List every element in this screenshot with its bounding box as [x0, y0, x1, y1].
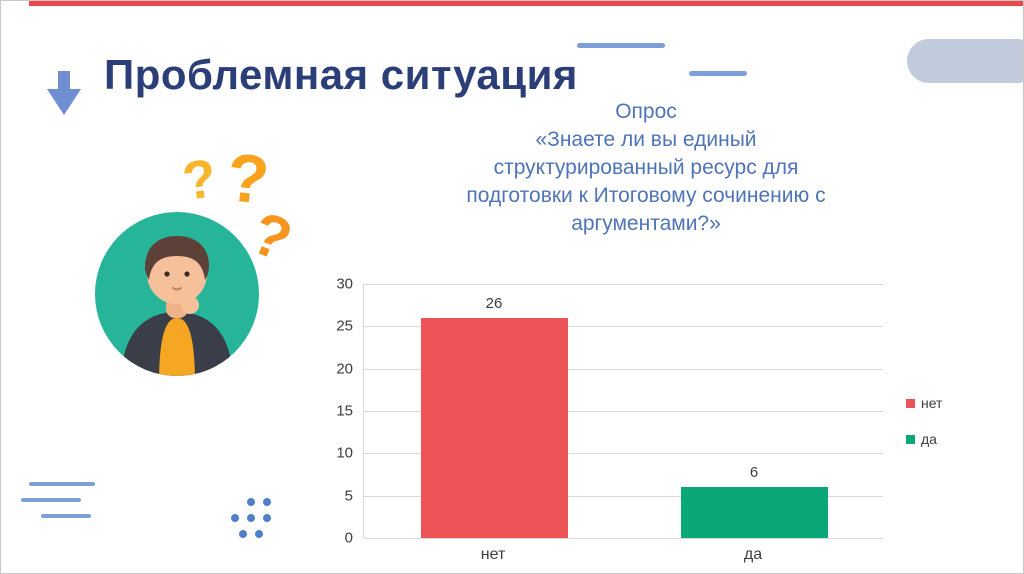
y-axis-tick-label: 5 — [344, 487, 353, 505]
legend-label: да — [921, 431, 937, 447]
chart-gridline — [364, 284, 883, 285]
title-decorative-line-short — [689, 71, 747, 76]
chart-gridline — [364, 538, 883, 539]
chart-gridline — [364, 326, 883, 328]
chart-gridline — [364, 368, 883, 370]
chart-gridline — [364, 495, 883, 497]
decorative-dots — [227, 495, 275, 541]
bottom-decorative-line — [41, 514, 91, 518]
title-decorative-line-long — [577, 43, 665, 48]
y-axis-tick-label: 25 — [336, 317, 353, 335]
bar-value-label: 26 — [485, 294, 503, 312]
page-title: Проблемная ситуация — [104, 51, 578, 98]
down-arrow-icon — [47, 71, 81, 115]
corner-pill-shape — [907, 39, 1023, 83]
legend-item: нет — [906, 395, 942, 411]
survey-heading: Опрос — [615, 100, 677, 123]
bar-value-label: 6 — [749, 464, 759, 482]
survey-question-line: структурированный ресурс для — [493, 156, 799, 179]
chart-y-axis: 0 5 10 15 20 25 30 — [315, 276, 353, 547]
legend-swatch — [906, 434, 915, 444]
thinking-person-illustration — [87, 204, 267, 384]
y-axis-tick-label: 10 — [336, 444, 353, 462]
x-axis-category-label: нет — [480, 546, 506, 563]
bottom-decorative-line — [29, 482, 95, 486]
bar-да — [680, 487, 828, 538]
bar-нет — [420, 317, 568, 538]
chart-legend: нет да — [906, 395, 942, 467]
chart-gridline — [364, 453, 883, 455]
question-mark-icon: ? — [178, 147, 221, 213]
y-axis-tick-label: 30 — [336, 275, 353, 293]
bottom-decorative-line — [21, 498, 81, 502]
survey-question-line: аргументами?» — [571, 212, 721, 235]
chart-gridline — [364, 411, 883, 412]
top-accent-strip — [29, 1, 1023, 6]
survey-question-line: «Знаете ли вы единый — [535, 128, 757, 151]
survey-text: Опрос «Знаете ли вы единый структурирова… — [399, 98, 893, 238]
legend-label: нет — [921, 395, 943, 411]
survey-question-line: подготовки к Итоговому сочинению с — [466, 184, 826, 207]
legend-swatch — [906, 398, 915, 408]
y-axis-tick-label: 15 — [336, 402, 353, 420]
y-axis-tick-label: 20 — [336, 360, 353, 378]
bar-chart-plot: 26 6 — [363, 284, 883, 539]
y-axis-tick-label: 0 — [344, 529, 353, 547]
x-axis-category-label: да — [743, 546, 763, 563]
chart-x-axis: нет да — [363, 546, 883, 568]
legend-item: да — [906, 431, 942, 447]
